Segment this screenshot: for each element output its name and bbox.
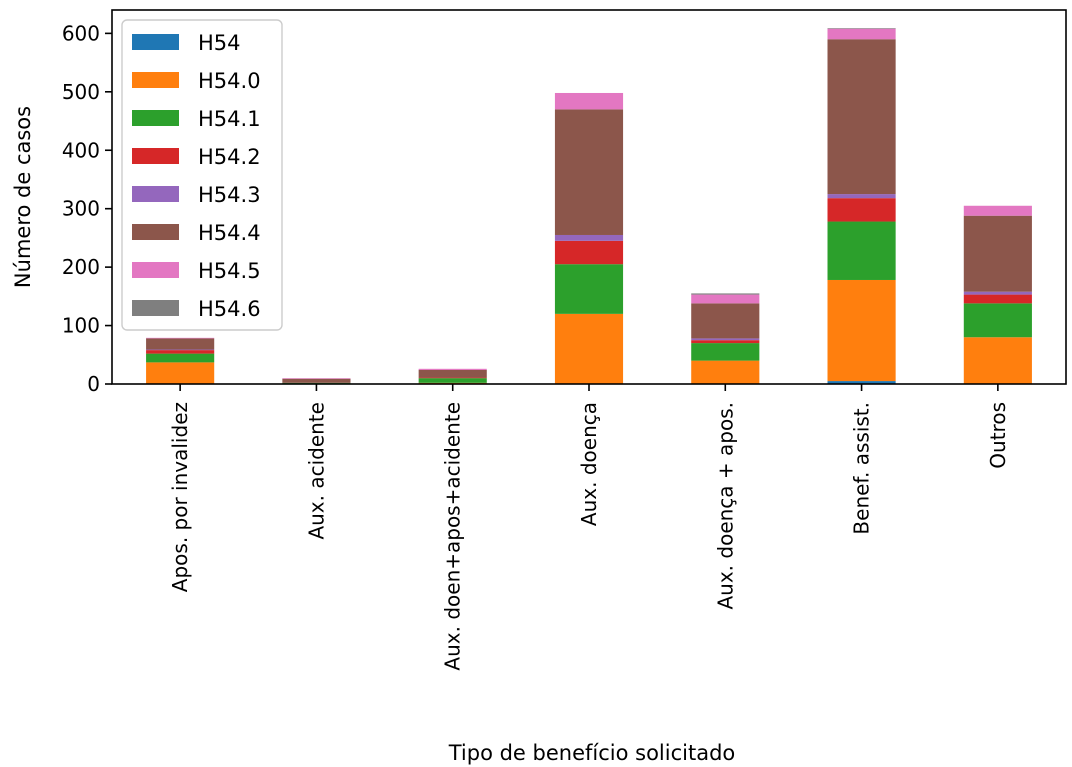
y-axis-label: Número de casos [11, 106, 35, 288]
legend-label-h54-2: H54.2 [198, 145, 261, 169]
bar-segment-h54-4-3 [554, 109, 624, 235]
bar-segment-h54-0-6 [963, 337, 1032, 384]
legend-label-h54-1: H54.1 [198, 107, 261, 131]
legend-swatch-h54-5 [132, 262, 179, 278]
bar-segment-h54-1-1 [282, 382, 351, 384]
legend-swatch-h54-1 [132, 110, 179, 126]
x-tick-label-2: Aux. doen+apos+acidente [441, 402, 465, 671]
x-tick-label-3: Aux. doença [577, 402, 601, 526]
bar-segment-h54-1-6 [963, 303, 1032, 338]
bar-segment-h54-5-5 [827, 28, 896, 40]
bar-segment-h54-3-0 [146, 349, 215, 351]
bar-segment-h54-6-5 [827, 28, 896, 29]
bar-segment-h54-5-6 [963, 205, 1032, 216]
bar-segment-h54-2-5 [827, 198, 896, 222]
y-tick-label-500: 500 [62, 80, 100, 104]
bar-segment-h54-4-5 [827, 39, 896, 195]
x-tick-label-4: Aux. doença + apos. [713, 402, 737, 610]
bar-segment-h54-3-4 [691, 338, 760, 341]
bar-segment-h54-4-1 [282, 378, 351, 383]
legend-swatch-h54 [132, 34, 179, 50]
bar-segment-h54-1-0 [146, 353, 215, 363]
bar-segment-h54-1-4 [691, 343, 760, 361]
bar-segment-h54-2-4 [691, 340, 760, 344]
axes-layer: 0 100 200 300 400 500 600 Apos. por invalidez Au… [62, 9, 1067, 671]
bar-segment-h54-6-4 [691, 293, 760, 295]
x-tick-label-6: Outros [986, 402, 1010, 469]
y-tick-label-200: 200 [62, 255, 100, 279]
bar-segment-h54-1-2 [418, 378, 487, 383]
legend-swatch-h54-2 [132, 148, 179, 164]
bar-segment-h54-5-2 [418, 368, 487, 370]
bar-segment-h54-5-0 [146, 337, 215, 339]
legend-swatch-h54-3 [132, 186, 179, 202]
bar-segment-h54-0-5 [827, 279, 896, 382]
y-tick-label-0: 0 [87, 372, 100, 396]
y-tick-label-300: 300 [62, 197, 100, 221]
legend-label-h54-6: H54.6 [198, 297, 261, 321]
bars-layer [146, 28, 1032, 384]
bar-segment-h54-5-3 [554, 92, 624, 110]
bar-segment-h54-1-5 [827, 221, 896, 280]
legend-label-h54-5: H54.5 [198, 259, 261, 283]
bar-segment-h54-3-3 [554, 234, 624, 241]
legend-label-h54-0: H54.0 [198, 69, 261, 93]
legend-swatch-h54-4 [132, 224, 179, 240]
y-tick-label-400: 400 [62, 138, 100, 162]
legend-box [121, 19, 283, 331]
legend-swatch-h54-0 [132, 72, 179, 88]
bar-segment-h54-1-3 [554, 264, 624, 314]
x-tick-label-0: Apos. por invalidez [168, 402, 192, 592]
x-tick-label-5: Benef. assist. [850, 402, 874, 535]
legend: H54 H54.0 H54.1 H54.2 H54.3 H54.4 H54.5 H54.6 [121, 19, 283, 331]
x-axis-label: Tipo de benefício solicitado [448, 741, 736, 765]
bar-segment-h54-2-6 [963, 294, 1032, 304]
legend-label-h54-4: H54.4 [198, 221, 261, 245]
legend-swatch-h54-6 [132, 300, 179, 316]
bar-segment-h54-2-3 [554, 240, 624, 265]
bar-segment-h54-0-0 [146, 362, 215, 384]
bar-segment-h54-4-6 [963, 215, 1032, 292]
bar-segment-h54-5 [827, 381, 896, 384]
bar-segment-h54-2-0 [146, 350, 215, 354]
bar-segment-h54-4-2 [418, 369, 487, 378]
bar-segment-h54-4-0 [146, 338, 215, 350]
bar-segment-h54-0-4 [691, 360, 760, 384]
x-tick-label-1: Aux. acidente [304, 402, 328, 540]
bar-segment-h54-0-3 [554, 313, 624, 384]
bar-segment-h54-4-4 [691, 303, 760, 339]
bar-segment-h54-5-4 [691, 294, 760, 304]
y-tick-label-600: 600 [62, 21, 100, 45]
bar-segment-h54-5-1 [282, 378, 351, 379]
bar-segment-h54-2-2 [418, 377, 487, 379]
bar-segment-h54-3-6 [963, 291, 1032, 295]
bar-segment-h54-3-5 [827, 194, 896, 199]
y-tick-label-100: 100 [62, 314, 100, 338]
legend-label-h54: H54 [198, 31, 241, 55]
legend-label-h54-3: H54.3 [198, 183, 261, 207]
